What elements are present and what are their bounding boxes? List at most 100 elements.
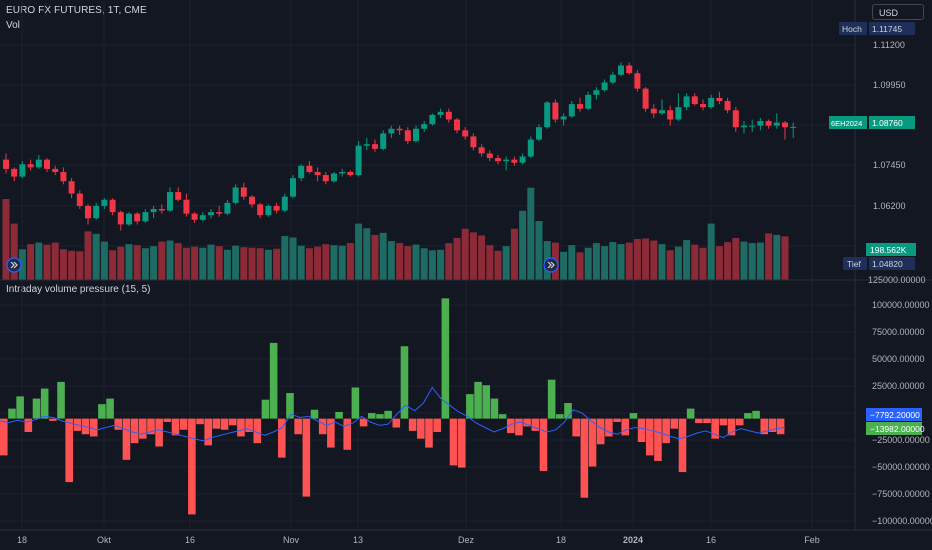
candle <box>281 196 288 211</box>
pressure-bar <box>490 398 499 419</box>
candle <box>117 212 124 225</box>
volume-bar <box>404 246 412 280</box>
volume-bar <box>461 228 469 280</box>
candle <box>429 114 436 125</box>
pressure-bar <box>367 413 376 419</box>
volume-bar <box>199 247 207 280</box>
candle <box>773 122 780 126</box>
candle <box>519 156 526 163</box>
pressure-bar <box>392 418 401 428</box>
pressure-bar <box>474 381 482 419</box>
pressure-bar <box>523 418 531 427</box>
pressure-bar <box>776 418 785 435</box>
pressure-bar <box>384 410 392 419</box>
candle <box>355 145 362 176</box>
pressure-bar <box>294 418 302 435</box>
volume-bar <box>699 247 707 280</box>
pressure-bar <box>613 418 621 422</box>
osc-tick-label: 100000.00000 <box>872 300 930 310</box>
volume-bar <box>609 242 617 280</box>
pressure-bar <box>343 418 352 450</box>
volume-bar <box>273 248 281 280</box>
osc-tick-label: −25000.00000 <box>872 435 930 445</box>
candle <box>642 88 649 109</box>
pressure-bar <box>278 418 286 458</box>
time-tick-label: 18 <box>556 535 566 545</box>
pressure-bar <box>8 408 16 419</box>
volume-bar <box>519 210 527 280</box>
last-symbol-bg <box>829 116 867 129</box>
volume-bar <box>765 233 773 280</box>
time-tick-label: 13 <box>353 535 363 545</box>
pressure-bar <box>65 418 73 483</box>
volume-legend[interactable]: Vol <box>6 20 20 31</box>
candle <box>35 159 42 168</box>
pressure-bar <box>237 418 245 437</box>
arrow-right-circle-icon <box>543 257 559 273</box>
volume-bar <box>338 245 346 280</box>
candle <box>421 124 428 129</box>
signal-line <box>0 386 786 442</box>
candle <box>609 74 616 83</box>
price-tick-label: 1.11200 <box>873 40 905 50</box>
candlestick-series <box>3 62 797 231</box>
volume-bar <box>191 246 199 280</box>
candle <box>322 175 329 182</box>
volume-bar <box>568 245 576 280</box>
volume-bar <box>781 236 789 280</box>
pressure-bar <box>89 418 98 437</box>
volume-bar <box>10 223 18 280</box>
osc-tick-label: −100000.00000 <box>872 516 932 526</box>
candle <box>536 127 542 140</box>
pressure-bar <box>32 398 41 419</box>
pressure-bar <box>220 418 229 430</box>
candle <box>109 199 116 213</box>
volume-bar <box>2 199 10 280</box>
candle <box>675 107 682 120</box>
candle <box>331 173 337 182</box>
pressure-bar <box>425 418 433 448</box>
candle <box>601 82 608 91</box>
volume-bar <box>724 242 732 280</box>
pressure-bar <box>735 418 744 426</box>
volume-bar <box>527 187 535 280</box>
candle <box>691 96 698 105</box>
volume-bar <box>84 231 92 280</box>
candle <box>708 97 715 108</box>
pressure-bar <box>122 418 131 460</box>
candle <box>199 215 206 220</box>
pressure-bar <box>163 418 172 422</box>
pressure-bar <box>245 418 253 432</box>
candle <box>552 102 559 120</box>
candle <box>454 119 460 131</box>
pressure-bar <box>564 403 572 419</box>
volume-bar <box>248 247 256 280</box>
price-tick-label: 1.06200 <box>873 201 906 211</box>
tief-label-bg <box>843 257 867 270</box>
pressure-bar <box>351 387 360 419</box>
volume-bar <box>92 233 100 280</box>
volume-bars <box>2 187 789 280</box>
volume-bar <box>330 245 338 280</box>
volume-bar <box>437 249 445 280</box>
volume-bar <box>371 234 379 280</box>
candle <box>511 159 518 163</box>
volume-bar <box>166 240 174 280</box>
symbol-title[interactable]: EURO FX FUTURES, 1T, CME <box>6 5 147 16</box>
volume-bar <box>133 245 141 280</box>
pressure-bar <box>515 418 523 436</box>
volume-bar <box>642 238 650 280</box>
time-tick-label: 18 <box>17 535 27 545</box>
currency-button[interactable]: USD <box>872 4 924 20</box>
candle <box>618 65 624 75</box>
volume-bar <box>43 244 51 280</box>
pressure-histogram <box>0 298 785 515</box>
pressure-bar <box>588 418 597 467</box>
candle <box>560 116 567 120</box>
volume-bar <box>674 246 682 280</box>
indicator-title[interactable]: Intraday volume pressure (15, 5) <box>6 284 151 295</box>
volume-bar <box>478 235 486 280</box>
pressure-bar <box>57 381 65 419</box>
pressure-bar <box>188 418 196 515</box>
